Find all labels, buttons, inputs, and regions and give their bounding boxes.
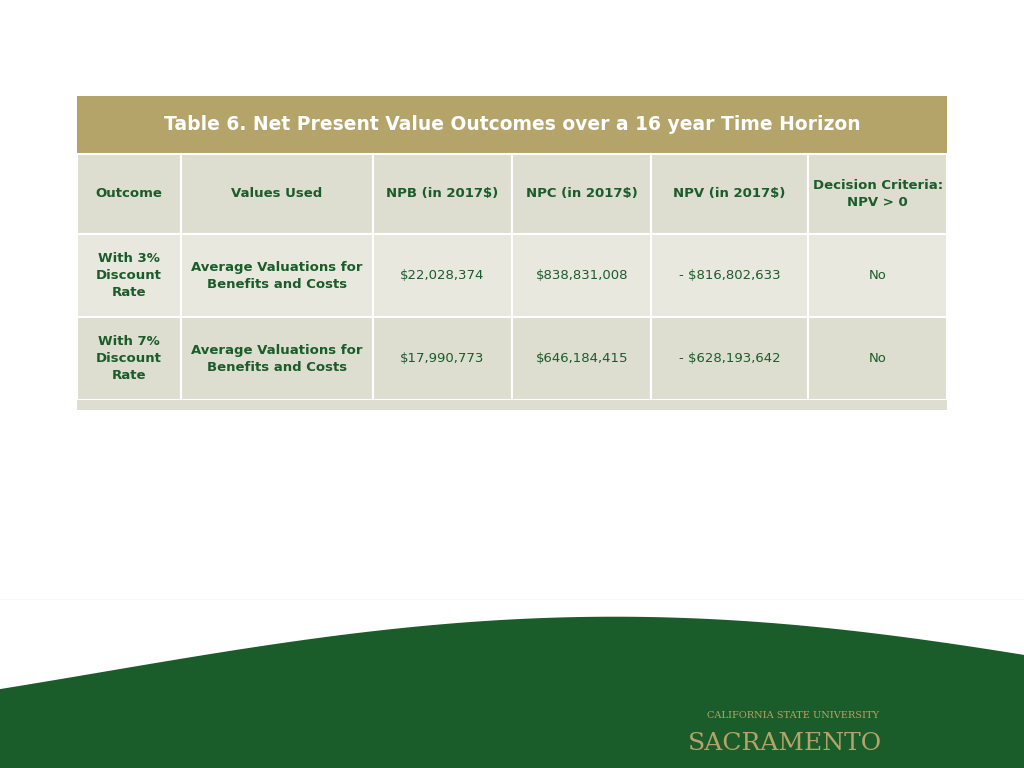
FancyBboxPatch shape [181, 234, 373, 317]
Text: - $628,193,642: - $628,193,642 [679, 353, 780, 365]
FancyBboxPatch shape [373, 317, 512, 400]
FancyBboxPatch shape [651, 317, 808, 400]
Text: $646,184,415: $646,184,415 [536, 353, 628, 365]
Text: - $816,802,633: - $816,802,633 [679, 270, 780, 282]
FancyBboxPatch shape [77, 234, 181, 317]
Text: $22,028,374: $22,028,374 [400, 270, 484, 282]
Text: Average Valuations for
Benefits and Costs: Average Valuations for Benefits and Cost… [191, 260, 362, 291]
FancyBboxPatch shape [181, 154, 373, 234]
FancyBboxPatch shape [373, 154, 512, 234]
FancyBboxPatch shape [512, 317, 651, 400]
Text: SACRAMENTO: SACRAMENTO [688, 732, 883, 755]
Text: Outcome: Outcome [95, 187, 163, 200]
FancyBboxPatch shape [808, 154, 947, 234]
FancyBboxPatch shape [651, 234, 808, 317]
Text: Decision Criteria:
NPV > 0: Decision Criteria: NPV > 0 [812, 179, 943, 209]
Text: No: No [868, 353, 887, 365]
FancyBboxPatch shape [651, 154, 808, 234]
Text: Table 6. Net Present Value Outcomes over a 16 year Time Horizon: Table 6. Net Present Value Outcomes over… [164, 115, 860, 134]
Text: No: No [868, 270, 887, 282]
FancyBboxPatch shape [373, 234, 512, 317]
Text: NPV (in 2017$): NPV (in 2017$) [674, 187, 785, 200]
FancyBboxPatch shape [512, 234, 651, 317]
Polygon shape [0, 599, 1024, 689]
Text: With 3%
Discount
Rate: With 3% Discount Rate [96, 252, 162, 300]
FancyBboxPatch shape [77, 154, 181, 234]
FancyBboxPatch shape [808, 317, 947, 400]
Text: NPB (in 2017$): NPB (in 2017$) [386, 187, 499, 200]
Text: NPC (in 2017$): NPC (in 2017$) [525, 187, 638, 200]
Text: CALIFORNIA STATE UNIVERSITY: CALIFORNIA STATE UNIVERSITY [707, 711, 879, 720]
FancyBboxPatch shape [77, 96, 947, 154]
FancyBboxPatch shape [181, 317, 373, 400]
FancyBboxPatch shape [77, 400, 947, 410]
Text: $17,990,773: $17,990,773 [400, 353, 484, 365]
FancyBboxPatch shape [808, 234, 947, 317]
Text: Average Valuations for
Benefits and Costs: Average Valuations for Benefits and Cost… [191, 343, 362, 374]
FancyBboxPatch shape [0, 599, 1024, 768]
Text: Values Used: Values Used [231, 187, 323, 200]
FancyBboxPatch shape [512, 154, 651, 234]
Text: With 7%
Discount
Rate: With 7% Discount Rate [96, 335, 162, 382]
Text: $838,831,008: $838,831,008 [536, 270, 628, 282]
FancyBboxPatch shape [77, 317, 181, 400]
